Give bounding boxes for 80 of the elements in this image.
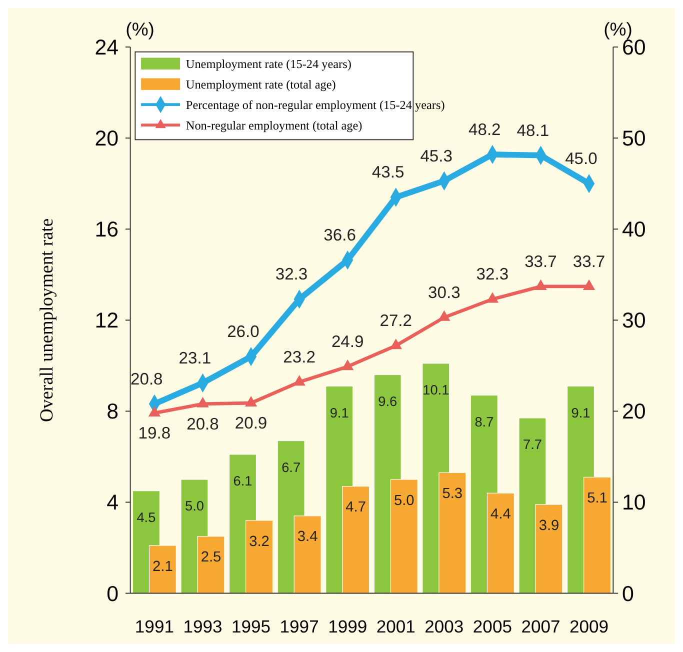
legend-label: Unemployment rate (total age) bbox=[186, 77, 336, 92]
y2-axis-title: (%) bbox=[604, 18, 632, 40]
y-tick-label: 12 bbox=[94, 308, 119, 333]
data-label: 9.1 bbox=[330, 405, 349, 420]
y-tick-label: 20 bbox=[94, 126, 119, 151]
y-tick-label: 16 bbox=[94, 218, 119, 242]
point bbox=[245, 396, 257, 407]
y-tick-label: 24 bbox=[94, 36, 119, 60]
data-label: 4.4 bbox=[490, 506, 511, 522]
data-label: 23.1 bbox=[178, 348, 212, 368]
point bbox=[535, 280, 546, 290]
y-tick-label: 8 bbox=[106, 400, 119, 424]
data-label: 43.5 bbox=[372, 162, 404, 182]
data-label: 3.9 bbox=[538, 518, 560, 534]
text: (%) bbox=[126, 18, 154, 40]
point bbox=[294, 376, 306, 386]
y2-tick-label: 0 bbox=[622, 582, 634, 606]
point bbox=[148, 406, 160, 417]
data-label: 9.6 bbox=[378, 394, 398, 409]
data-label: 19.8 bbox=[138, 423, 171, 442]
data-label: 2.5 bbox=[200, 550, 222, 566]
data-label: 6.1 bbox=[233, 474, 252, 489]
point bbox=[583, 280, 595, 290]
y2-tick-label: 10 bbox=[622, 490, 646, 515]
x-tick-label: 1991 bbox=[134, 616, 174, 636]
data-label: 20.8 bbox=[130, 369, 163, 388]
data-label: 32.3 bbox=[275, 264, 308, 284]
point bbox=[390, 339, 402, 350]
x-tick-label: 2001 bbox=[376, 616, 416, 636]
point bbox=[197, 397, 208, 408]
data-label: 3.2 bbox=[249, 534, 270, 550]
x-tick-label: 1999 bbox=[328, 616, 368, 636]
point bbox=[438, 310, 450, 321]
legend-label: Unemployment rate (15-24 years) bbox=[186, 56, 352, 71]
data-label: 30.3 bbox=[428, 282, 460, 302]
data-label: 48.1 bbox=[516, 120, 550, 140]
data-label: 20.9 bbox=[234, 413, 268, 432]
y2-tick-label: 20 bbox=[622, 400, 646, 424]
data-label: 10.1 bbox=[422, 382, 450, 398]
x-tick-label: 2003 bbox=[424, 616, 464, 636]
data-label: 23.2 bbox=[283, 348, 316, 367]
data-label: 36.6 bbox=[324, 226, 356, 245]
data-label: 32.3 bbox=[476, 264, 509, 284]
data-label: 4.7 bbox=[346, 500, 366, 516]
x-tick-label: 2007 bbox=[521, 616, 560, 636]
y-tick-label: 4 bbox=[106, 490, 119, 515]
data-label: 26.0 bbox=[227, 322, 260, 342]
data-label: 48.2 bbox=[468, 120, 501, 139]
data-label: 20.8 bbox=[186, 414, 219, 434]
data-label: 5.1 bbox=[587, 490, 608, 507]
y2-tick-label: 50 bbox=[622, 126, 646, 151]
x-tick-label: 2005 bbox=[472, 616, 512, 636]
x-tick-label: 2009 bbox=[570, 616, 609, 636]
x-tick-label: 1993 bbox=[183, 616, 222, 636]
data-label: 9.1 bbox=[571, 405, 590, 420]
y-axis-title: Overall unemployment rate bbox=[36, 218, 58, 422]
data-label: 24.9 bbox=[331, 332, 364, 352]
data-label: 27.2 bbox=[380, 311, 412, 330]
x-tick-label: 1995 bbox=[232, 616, 271, 636]
y2-tick-label: 30 bbox=[622, 308, 646, 333]
data-label: 2.1 bbox=[152, 558, 173, 575]
point bbox=[342, 360, 354, 370]
data-label: 5.0 bbox=[394, 492, 414, 509]
data-label: 45.0 bbox=[565, 149, 598, 168]
data-label: 33.7 bbox=[572, 252, 606, 271]
legend-label: Percentage of non-regular employment (15-24 years) bbox=[186, 98, 445, 112]
data-label: 4.5 bbox=[136, 510, 156, 526]
y2-tick-label: 40 bbox=[622, 218, 646, 242]
data-label: 7.7 bbox=[522, 437, 542, 452]
data-label: 6.7 bbox=[282, 460, 301, 475]
data-label: 8.7 bbox=[474, 414, 494, 430]
legend-label: Non-regular employment (total age) bbox=[186, 118, 362, 132]
data-label: 3.4 bbox=[297, 529, 318, 546]
data-label: 5.3 bbox=[442, 486, 463, 502]
y-tick-label: 0 bbox=[106, 582, 119, 606]
data-label: 5.0 bbox=[185, 498, 204, 514]
data-label: 33.7 bbox=[524, 252, 557, 271]
point bbox=[486, 292, 498, 303]
x-tick-label: 1997 bbox=[280, 616, 319, 636]
data-label: 45.3 bbox=[420, 146, 453, 166]
